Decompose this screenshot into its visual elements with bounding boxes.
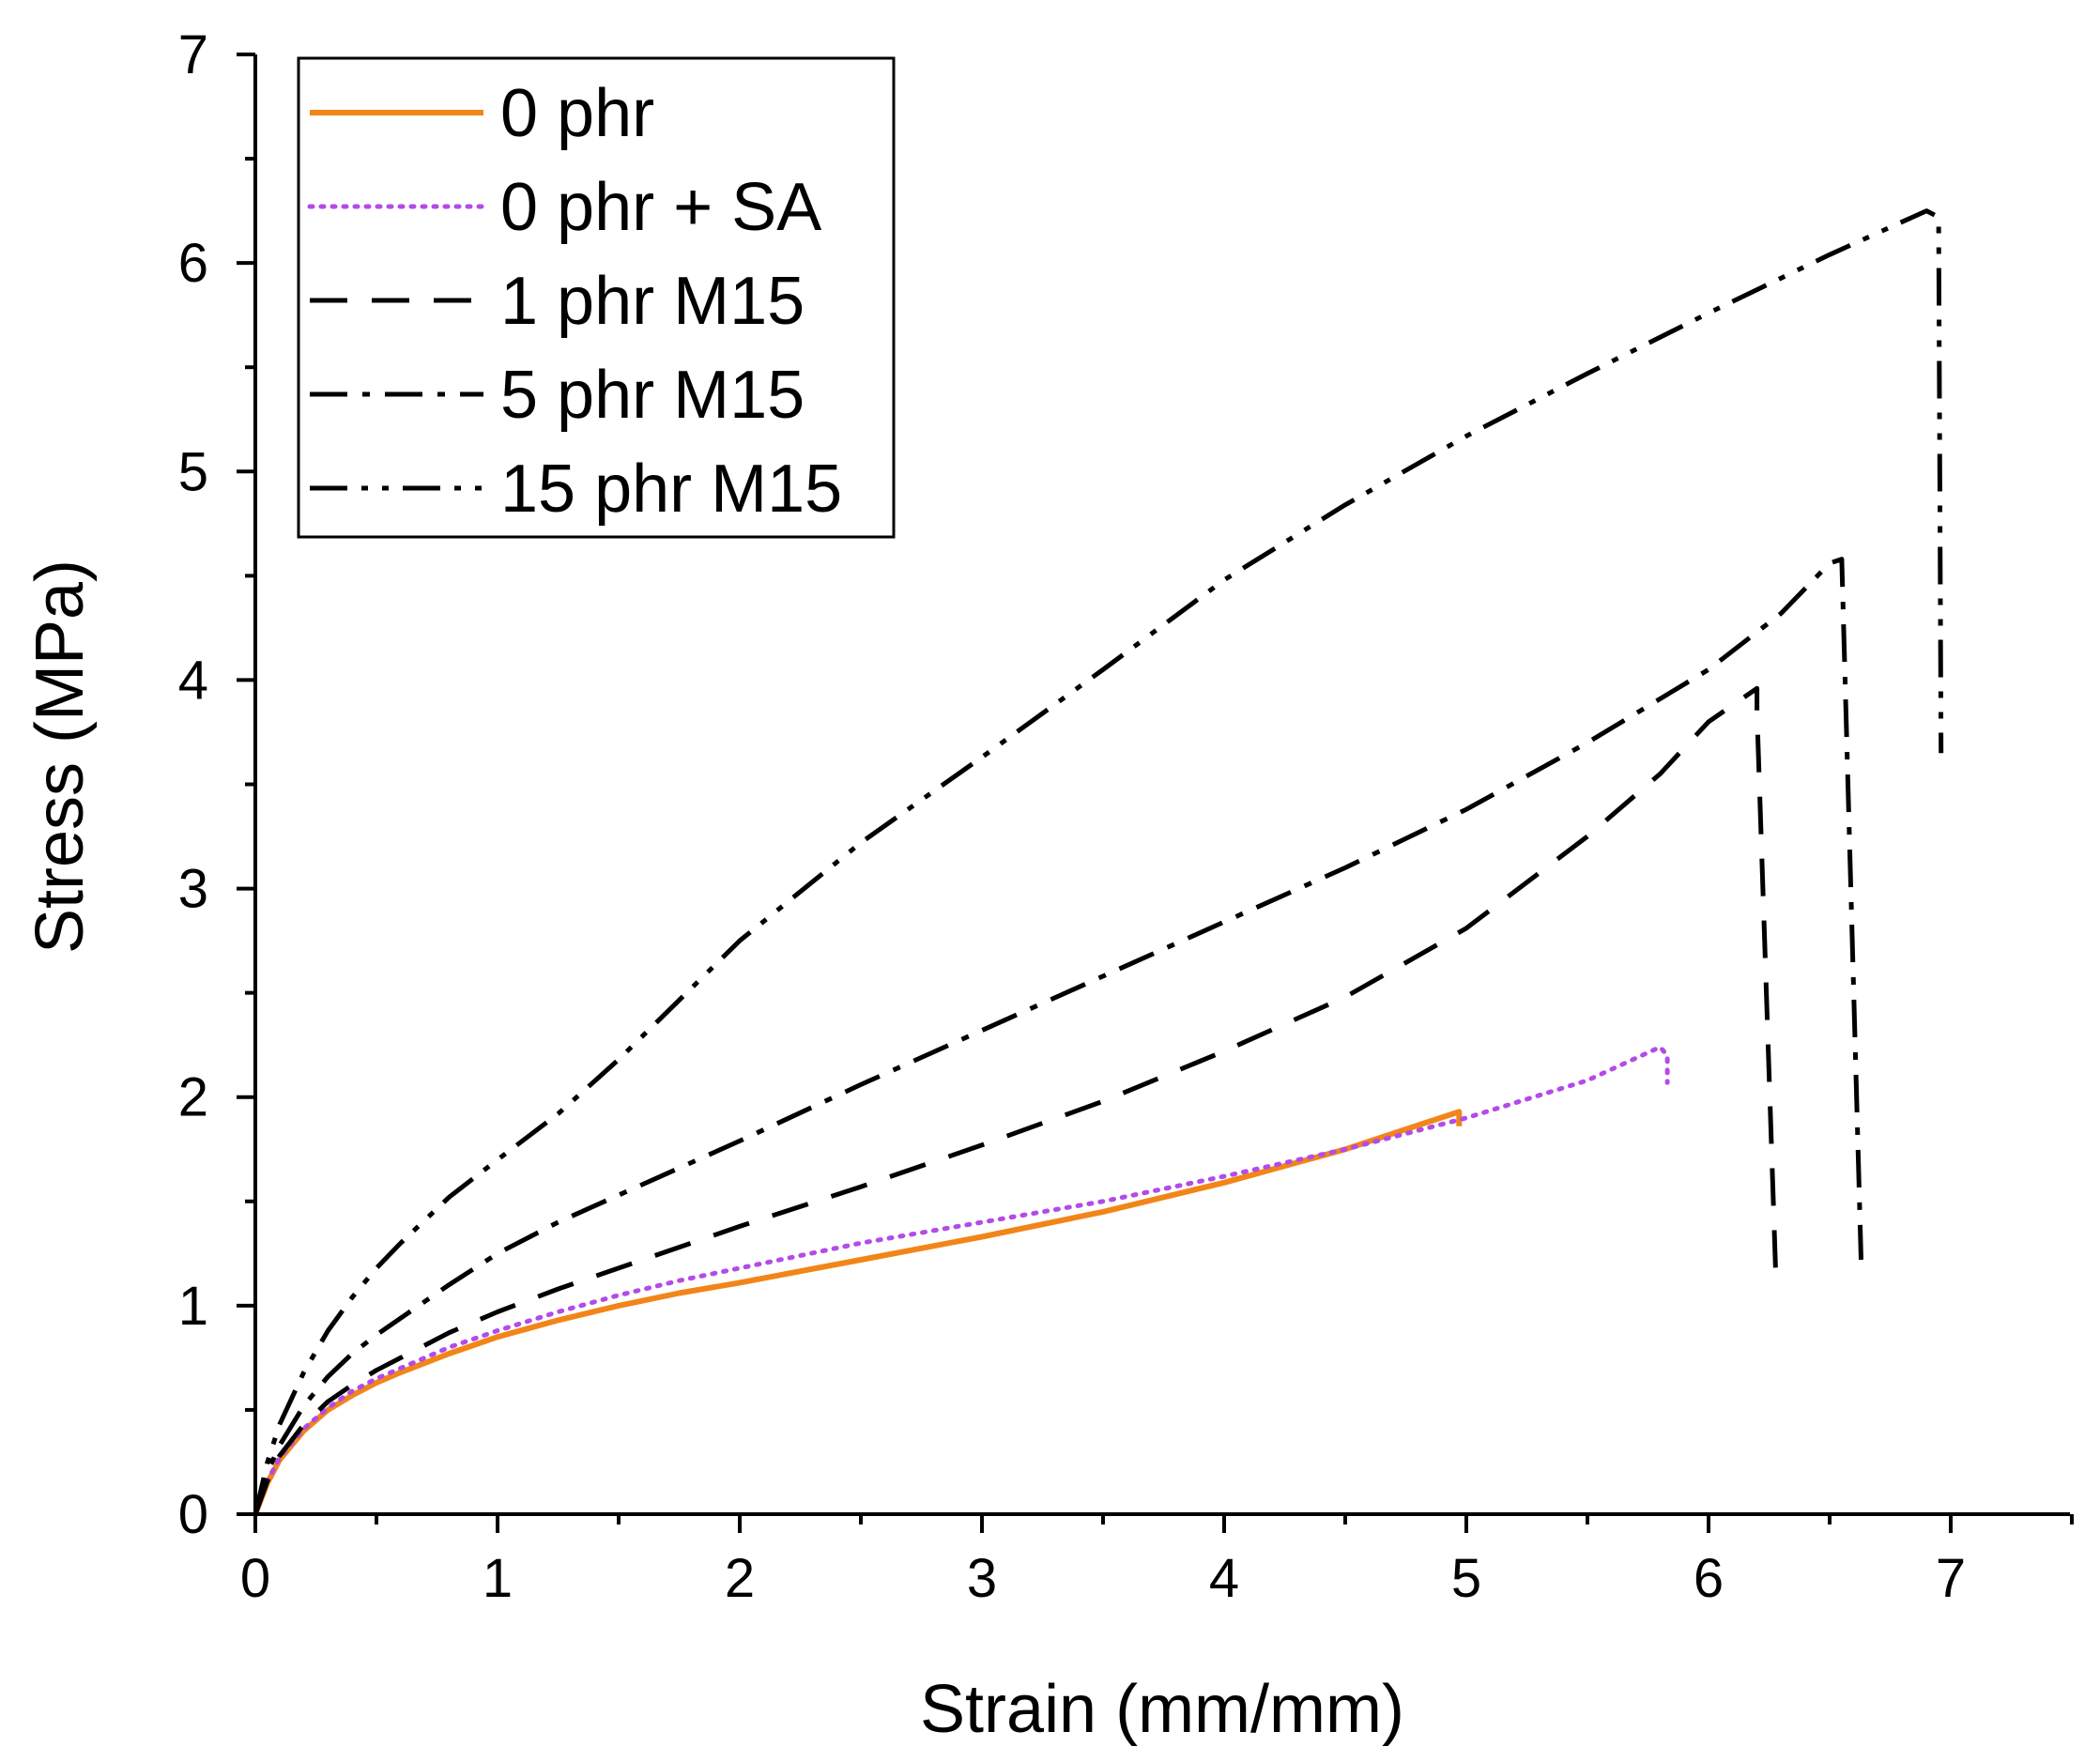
legend-label-3: 5 phr M15 [500, 358, 805, 433]
x-axis-title: Strain (mm/mm) [920, 1672, 1404, 1747]
series-line-3 [253, 557, 1863, 1515]
x-tick-label: 2 [725, 1548, 755, 1609]
y-tick-label: 0 [178, 1484, 208, 1545]
x-tick-label: 3 [967, 1548, 997, 1609]
legend-label-4: 15 phr M15 [500, 452, 842, 527]
x-tick-label: 1 [483, 1548, 513, 1609]
y-tick-label: 6 [178, 233, 208, 294]
legend: 0 phr 0 phr + SA 1 phr M15 5 phr M15 15 phr … [297, 56, 896, 539]
legend-label-1: 0 phr + SA [500, 170, 821, 245]
y-tick-label: 3 [178, 859, 208, 920]
y-tick-label: 1 [178, 1276, 208, 1337]
x-tick-label: 7 [1936, 1548, 1966, 1609]
series-layer [253, 208, 1944, 1517]
y-tick-label: 7 [178, 24, 208, 85]
x-tick-label: 0 [240, 1548, 270, 1609]
ticks-layer: 0 1 2 3 4 5 6 7 0 1 2 3 4 5 6 7 [178, 24, 2074, 1609]
y-tick-label: 2 [178, 1067, 208, 1128]
y-tick-label: 4 [178, 650, 208, 711]
series-line-4 [253, 208, 1944, 1515]
series-line-2 [253, 685, 1779, 1515]
legend-label-0: 0 phr [500, 76, 654, 151]
legend-label-2: 1 phr M15 [500, 264, 805, 339]
y-tick-label: 5 [178, 441, 208, 502]
series-line-1 [253, 1044, 1670, 1517]
x-tick-label: 6 [1694, 1548, 1724, 1609]
x-tick-label: 5 [1451, 1548, 1481, 1609]
series-line-0 [253, 1109, 1463, 1516]
legend-box [297, 56, 896, 539]
y-axis-title: Stress (MPa) [23, 559, 98, 954]
x-tick-label: 4 [1209, 1548, 1239, 1609]
